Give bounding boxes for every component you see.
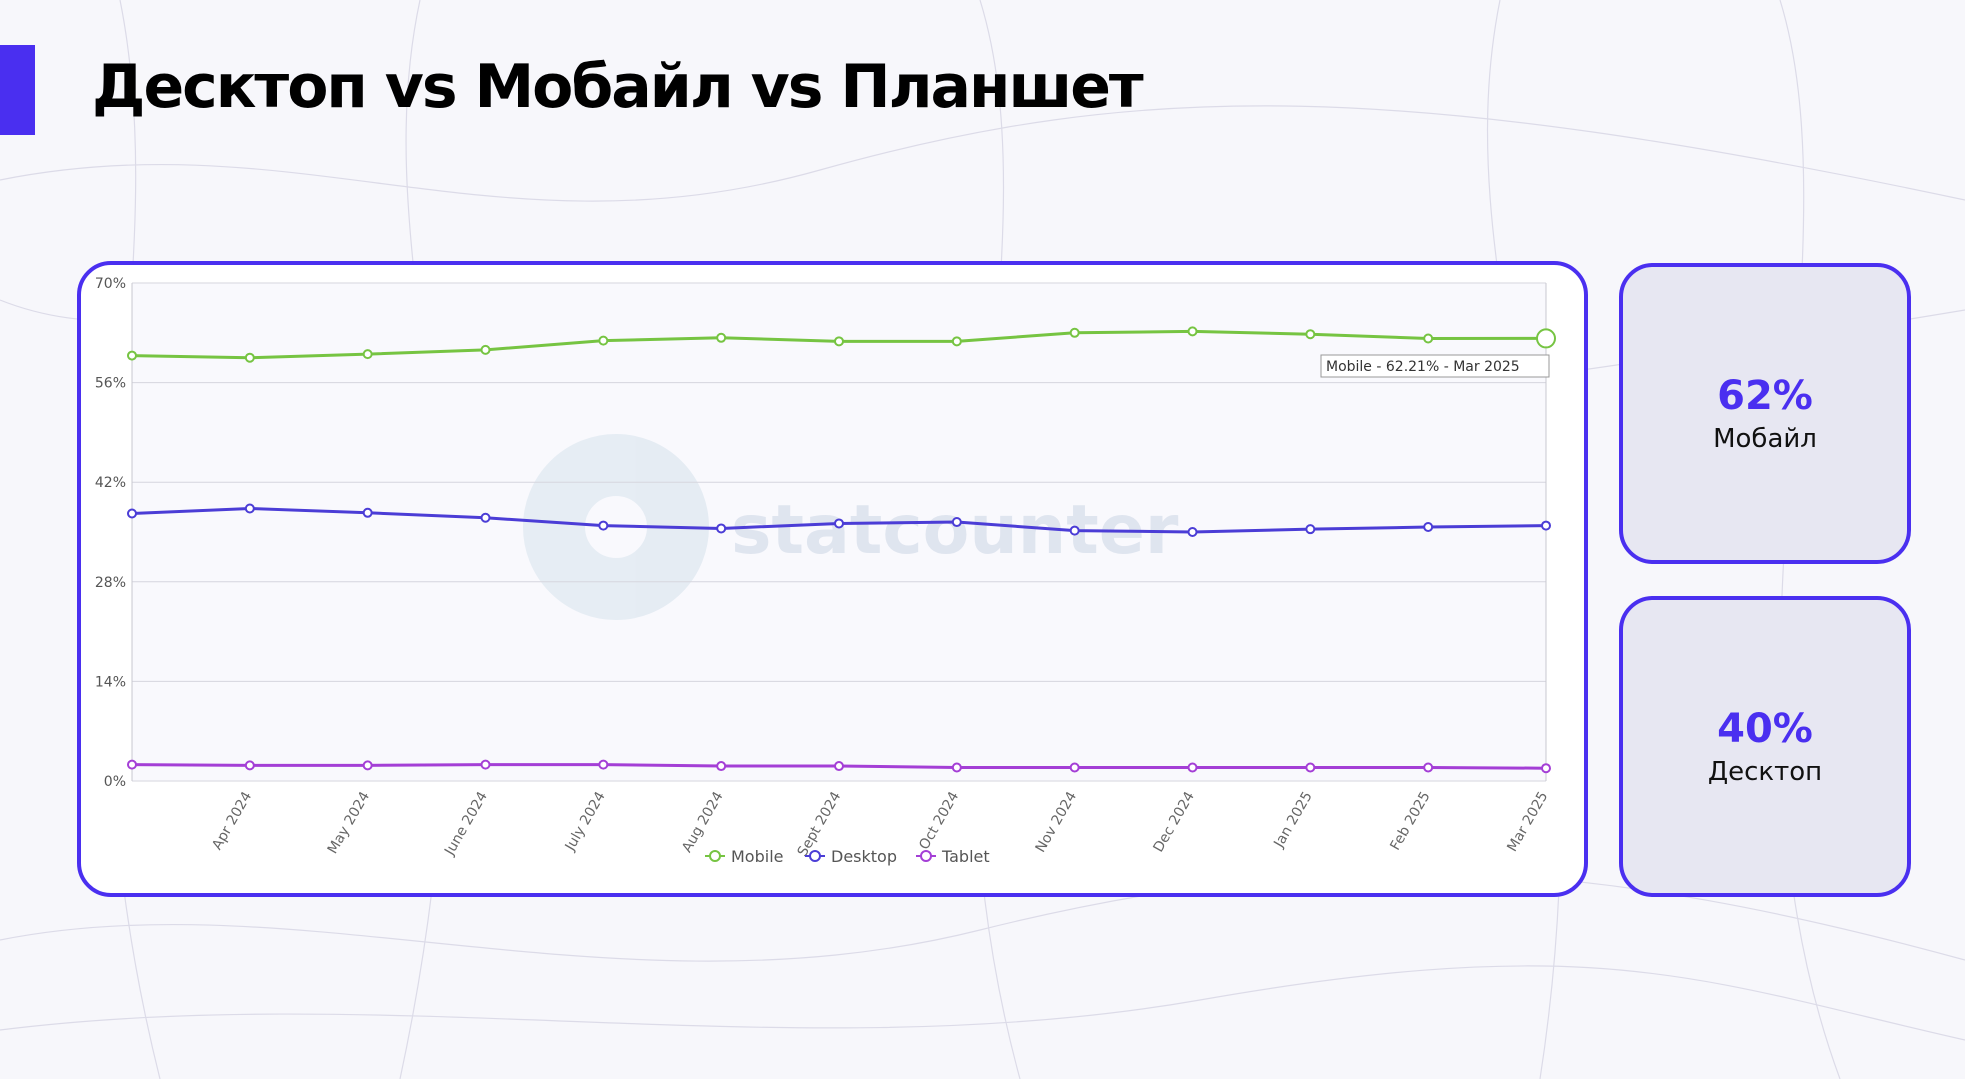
data-point[interactable]: [951, 517, 962, 528]
data-point[interactable]: [1069, 327, 1080, 338]
stat-card-desktop: 40% Десктоп: [1619, 596, 1911, 897]
stat-value-desktop: 40%: [1717, 705, 1813, 752]
legend-marker-icon: [709, 850, 721, 862]
data-point[interactable]: [1305, 762, 1316, 773]
data-point[interactable]: [834, 761, 844, 772]
x-tick-label: Oct 2024: [916, 789, 962, 853]
x-tick-label: Jan 2025: [1271, 789, 1316, 851]
legend-item-mobile[interactable]: Mobile: [705, 847, 783, 866]
accent-bar: [0, 45, 35, 135]
x-tick-label: Apr 2024: [209, 789, 255, 853]
data-point[interactable]: [598, 335, 609, 346]
y-tick-label: 28%: [95, 575, 126, 591]
data-point[interactable]: [1187, 762, 1198, 773]
data-point[interactable]: [1423, 333, 1434, 344]
x-tick-label: June 2024: [441, 789, 491, 859]
legend-item-desktop[interactable]: Desktop: [805, 847, 897, 866]
data-point[interactable]: [362, 507, 373, 518]
series-desktop: [127, 503, 1551, 537]
series-tablet: [127, 759, 1551, 774]
data-point[interactable]: [834, 518, 844, 529]
data-point[interactable]: [127, 759, 137, 770]
legend-label: Desktop: [831, 847, 897, 866]
data-point[interactable]: [834, 336, 844, 347]
x-tick-label: Feb 2025: [1387, 789, 1433, 853]
stat-label-mobile: Мобайл: [1713, 423, 1817, 454]
legend-marker-icon: [920, 850, 932, 862]
data-point[interactable]: [1423, 762, 1434, 773]
chart-card: statcounter 0% 14% 28% 42% 56% 70% Apr 2024 Ma…: [77, 261, 1588, 897]
tooltip-box: [1320, 354, 1550, 378]
data-point[interactable]: [362, 760, 373, 771]
series-mobile: [127, 326, 1556, 363]
y-tick-label: 70%: [95, 276, 126, 292]
data-point[interactable]: [244, 352, 255, 363]
tooltip-text: Mobile - 62.21% - Mar 2025: [1326, 359, 1520, 375]
data-point[interactable]: [362, 349, 373, 360]
data-point[interactable]: [244, 760, 255, 771]
data-point[interactable]: [244, 503, 255, 514]
data-point[interactable]: [1541, 520, 1551, 531]
data-point[interactable]: [1541, 763, 1551, 774]
y-tick-label: 0%: [104, 774, 126, 790]
data-point[interactable]: [127, 508, 137, 519]
data-point[interactable]: [951, 762, 962, 773]
page-title: Десктоп vs Мобайл vs Планшет: [92, 52, 1144, 122]
data-point[interactable]: [1069, 525, 1080, 536]
data-point[interactable]: [598, 520, 609, 531]
data-point[interactable]: [1187, 527, 1198, 537]
data-point[interactable]: [480, 759, 491, 770]
legend-marker-icon: [809, 850, 821, 862]
x-tick-label: May 2024: [325, 789, 373, 857]
data-point[interactable]: [127, 350, 137, 361]
legend-label: Mobile: [731, 847, 783, 866]
stat-label-desktop: Десктоп: [1707, 756, 1823, 787]
stat-value-mobile: 62%: [1717, 372, 1813, 419]
data-point[interactable]: [716, 523, 727, 534]
data-point[interactable]: [598, 759, 609, 770]
data-point[interactable]: [480, 344, 491, 355]
data-point[interactable]: [1305, 329, 1316, 340]
data-point[interactable]: [716, 761, 727, 772]
data-point[interactable]: [1423, 522, 1434, 533]
legend-item-tablet[interactable]: Tablet: [916, 847, 990, 866]
y-tick-label: 14%: [95, 674, 126, 690]
x-tick-label: Mar 2025: [1504, 789, 1551, 855]
tooltip: Mobile - 62.21% - Mar 2025: [1320, 354, 1550, 378]
line-chart: statcounter 0%14%28%42%56%70% Apr 2024 Ma…: [95, 276, 1556, 866]
data-point[interactable]: [480, 512, 491, 523]
data-point[interactable]: [716, 332, 727, 343]
x-tick-label: July 2024: [562, 789, 609, 854]
data-point[interactable]: [951, 336, 962, 347]
stat-card-mobile: 62% Мобайл: [1619, 263, 1911, 564]
y-tick-label: 56%: [95, 376, 126, 392]
x-tick-label: Nov 2024: [1033, 789, 1081, 855]
data-point[interactable]: [1069, 762, 1080, 773]
x-tick-label: Dec 2024: [1151, 789, 1198, 855]
data-point[interactable]: [1536, 328, 1556, 349]
data-point[interactable]: [1187, 326, 1198, 337]
y-tick-label: 42%: [95, 475, 126, 491]
data-point[interactable]: [1305, 524, 1316, 535]
x-tick-label: Aug 2024: [679, 789, 727, 855]
legend-label: Tablet: [941, 847, 990, 866]
